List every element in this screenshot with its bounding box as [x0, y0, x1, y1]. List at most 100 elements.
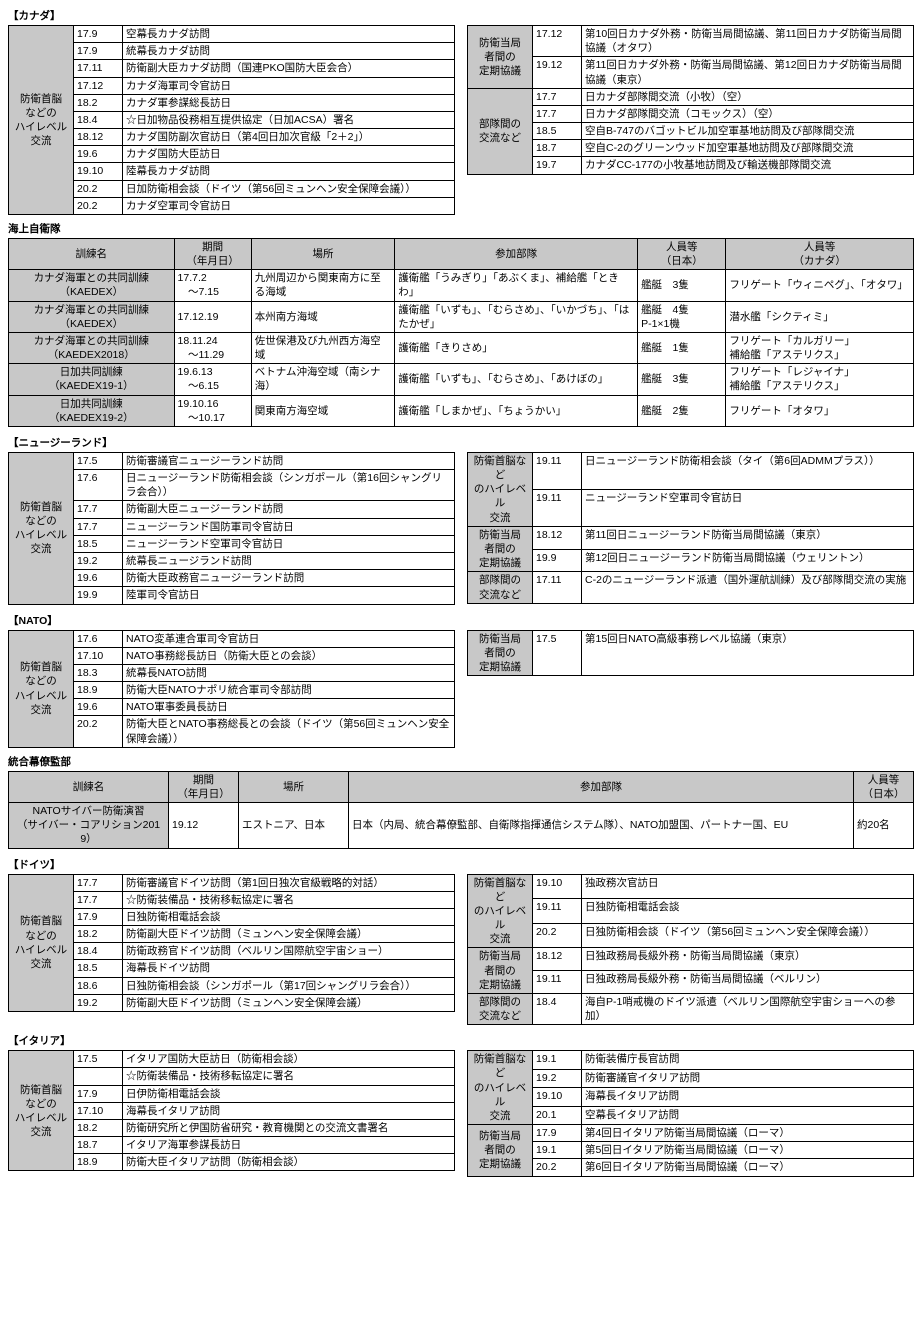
entry-text: 第11回日カナダ外務・防衛当局間協議、第12回日カナダ防衛当局間協議（東京）: [582, 57, 914, 88]
entry-date: 18.4: [74, 943, 123, 960]
entry-date: 17.11: [533, 572, 582, 603]
exercise-cell: 護衛艦「いずも」、「むらさめ」、「あけぼの」: [395, 364, 638, 395]
col-header: 訓練名: [9, 771, 169, 802]
entry-text: 防衛研究所と伊国防省研究・教育機関との交流文書署名: [123, 1119, 455, 1136]
entry-date: 18.7: [533, 140, 582, 157]
exercise-cell: フリゲート「カルガリー」補給艦「アステリクス」: [726, 332, 914, 363]
entry-text: C-2のニュージーランド派遣（国外運航訓練）及び部隊間交流の実施: [582, 572, 914, 603]
block-label: 防衛当局者間の定期協議: [468, 630, 533, 676]
block-label: 防衛当局者間の定期協議: [468, 526, 533, 572]
entry-date: 17.7: [74, 501, 123, 518]
block-label: 防衛首脳などのハイレベル交流: [468, 874, 533, 948]
entry-date: 18.5: [74, 960, 123, 977]
exercise-cell: 艦艇 3隻: [638, 364, 726, 395]
exercise-cell: NATOサイバー防衛演習（サイバー・コアリション2019）: [9, 803, 169, 849]
entry-date: 18.9: [74, 1154, 123, 1171]
entry-date: 17.5: [74, 452, 123, 469]
entry-text: 防衛大臣イタリア訪問（防衛相会談）: [123, 1154, 455, 1171]
entry-date: 18.7: [74, 1137, 123, 1154]
block-label: 防衛首脳などのハイレベル交流: [9, 874, 74, 1011]
col-header: 参加部隊: [349, 771, 854, 802]
exercise-cell: カナダ海軍との共同訓練（KAEDEX2018）: [9, 332, 175, 363]
exercise-cell: 潜水艦「シクティミ」: [726, 301, 914, 332]
entry-date: 17.9: [74, 43, 123, 60]
col-header: 場所: [251, 238, 394, 269]
exercise-cell: フリゲート「レジャイナ」補給艦「アステリクス」: [726, 364, 914, 395]
block-label: 部隊間の交流など: [468, 88, 533, 174]
entry-text: 統幕長カナダ訪問: [123, 43, 455, 60]
entry-date: 18.3: [74, 664, 123, 681]
col-header: 人員等（日本）: [638, 238, 726, 269]
exercise-cell: フリゲート「ウィニペグ」、「オタワ」: [726, 270, 914, 301]
entry-date: 19.6: [74, 699, 123, 716]
exercise-cell: 19.12: [169, 803, 239, 849]
entry-text: ☆防衛装備品・技術移転協定に署名: [123, 1068, 455, 1085]
block-label: 防衛首脳などのハイレベル交流: [468, 452, 533, 526]
entry-text: 統幕長NATO訪問: [123, 664, 455, 681]
col-header: 期間（年月日）: [169, 771, 239, 802]
entry-text: 日独防衛相電話会談: [582, 899, 914, 924]
col-header: 参加部隊: [395, 238, 638, 269]
entry-date: 17.7: [74, 874, 123, 891]
entry-date: 18.4: [74, 111, 123, 128]
exercise-cell: 約20名: [854, 803, 914, 849]
block-label: 部隊間の交流など: [468, 993, 533, 1024]
exercise-cell: 護衛艦「うみぎり」「あぶくま」、補給艦「ときわ」: [395, 270, 638, 301]
entry-text: 日加防衛相会談（ドイツ（第56回ミュンヘン安全保障会議））: [123, 180, 455, 197]
exercise-cell: 19.6.13 ～6.15: [174, 364, 251, 395]
entry-text: 日独政務局長級外務・防衛当局間協議（ベルリン）: [582, 971, 914, 994]
entry-text: 陸幕長カナダ訪問: [123, 163, 455, 180]
entry-date: 19.10: [533, 1088, 582, 1106]
entry-date: 17.7: [533, 105, 582, 122]
entry-text: イタリア海軍参謀長訪日: [123, 1137, 455, 1154]
exercise-cell: 艦艇 3隻: [638, 270, 726, 301]
entry-date: 17.12: [533, 26, 582, 57]
entry-text: 防衛審議官ニュージーランド訪問: [123, 452, 455, 469]
entry-date: 20.2: [533, 1159, 582, 1176]
entry-text: ニュージーランド空軍司令官訪日: [582, 489, 914, 526]
exercise-cell: カナダ海軍との共同訓練（KAEDEX）: [9, 270, 175, 301]
entry-text: 第12回日ニュージーランド防衛当局間協議（ウェリントン）: [582, 549, 914, 572]
entry-text: カナダ国防大臣訪日: [123, 146, 455, 163]
entry-text: カナダ海軍司令官訪日: [123, 77, 455, 94]
entry-date: 18.2: [74, 926, 123, 943]
nz-right-table: 防衛首脳などのハイレベル交流19.11日ニュージーランド防衛相会談（タイ（第6回…: [467, 452, 914, 604]
exercise-cell: フリゲート「オタワ」: [726, 395, 914, 426]
entry-text: 第5回日イタリア防衛当局間協議（ローマ）: [582, 1142, 914, 1159]
entry-date: 17.5: [74, 1051, 123, 1068]
entry-date: 19.11: [533, 899, 582, 924]
entry-date: 17.11: [74, 60, 123, 77]
entry-date: [74, 1068, 123, 1085]
entry-date: 19.2: [74, 552, 123, 569]
entry-text: ニュージーランド国防軍司令官訪日: [123, 518, 455, 535]
entry-date: 17.10: [74, 647, 123, 664]
jso-heading: 統合幕僚監部: [8, 754, 914, 769]
nz-heading: 【ニュージーランド】: [8, 435, 914, 450]
entry-date: 20.2: [533, 923, 582, 948]
entry-date: 17.7: [74, 891, 123, 908]
entry-text: ☆日加物品役務相互提供協定（日加ACSA）署名: [123, 111, 455, 128]
entry-date: 19.11: [533, 452, 582, 489]
entry-text: 海幕長ドイツ訪問: [123, 960, 455, 977]
entry-text: 空幕長カナダ訪問: [123, 26, 455, 43]
nato-left-table: 防衛首脳などのハイレベル交流17.6NATO変革連合軍司令官訪日17.10NAT…: [8, 630, 455, 748]
entry-text: カナダ軍参謀総長訪日: [123, 94, 455, 111]
entry-date: 19.1: [533, 1142, 582, 1159]
entry-text: 防衛大臣とNATO事務総長との会談（ドイツ（第56回ミュンヘン安全保障会議））: [123, 716, 455, 747]
entry-date: 19.11: [533, 489, 582, 526]
exercise-cell: エストニア、日本: [239, 803, 349, 849]
entry-date: 20.1: [533, 1106, 582, 1125]
col-header: 人員等（日本）: [854, 771, 914, 802]
entry-text: 日伊防衛相電話会談: [123, 1085, 455, 1102]
entry-text: 日ニュージーランド防衛相会談（シンガポール（第16回シャングリラ会合））: [123, 470, 455, 501]
entry-date: 17.12: [74, 77, 123, 94]
exercise-cell: 19.10.16 ～10.17: [174, 395, 251, 426]
col-header: 場所: [239, 771, 349, 802]
entry-text: 防衛副大臣ドイツ訪問（ミュンヘン安全保障会議）: [123, 994, 455, 1011]
entry-text: 防衛装備庁長官訪問: [582, 1051, 914, 1069]
entry-text: NATO軍事委員長訪日: [123, 699, 455, 716]
entry-text: 防衛副大臣ドイツ訪問（ミュンヘン安全保障会議）: [123, 926, 455, 943]
nato-heading: 【NATO】: [8, 613, 914, 628]
entry-date: 18.2: [74, 94, 123, 111]
entry-text: 海自P-1哨戒機のドイツ派遣（ベルリン国際航空宇宙ショーへの参加）: [582, 993, 914, 1024]
